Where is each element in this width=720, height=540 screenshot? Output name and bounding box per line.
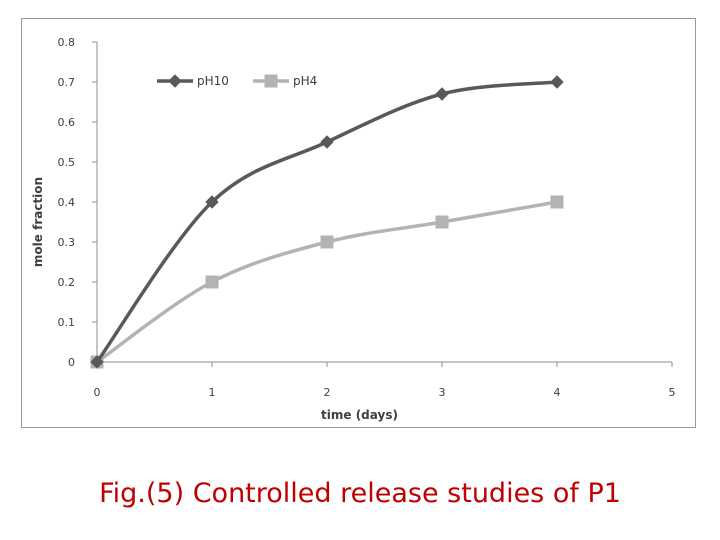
data-point-ph10 — [435, 87, 449, 101]
data-point-ph4 — [435, 215, 449, 229]
legend-label-ph4: pH4 — [293, 74, 317, 88]
y-tick-label: 0.5 — [58, 156, 76, 169]
y-tick-label: 0.2 — [58, 276, 76, 289]
legend-item-ph10: pH10 — [157, 74, 229, 88]
x-tick-label: 5 — [669, 386, 676, 399]
data-point-ph10 — [205, 195, 219, 209]
data-point-ph4 — [320, 235, 334, 249]
series-line-ph10 — [95, 80, 558, 364]
x-tick-label: 0 — [94, 386, 101, 399]
series-line-ph4 — [96, 200, 558, 364]
data-point-ph10 — [90, 355, 104, 369]
chart-svg: 0 0.1 0.2 0.3 0.4 0.5 0.6 0.7 0.8 0 1 2 3 4 5 time (day… — [31, 36, 676, 422]
x-tick-label: 3 — [439, 386, 446, 399]
x-tick-label: 1 — [209, 386, 216, 399]
y-axis-title: mole fraction — [31, 177, 45, 267]
data-point-ph10 — [550, 75, 564, 89]
series-ph10 — [90, 75, 564, 369]
data-point-ph4 — [550, 195, 564, 209]
legend: pH10 pH4 — [157, 74, 317, 88]
legend-item-ph4: pH4 — [253, 74, 317, 88]
x-axis-title: time (days) — [321, 408, 398, 422]
x-tick-label: 2 — [324, 386, 331, 399]
data-point-ph10 — [320, 135, 334, 149]
chart-area: 0 0.1 0.2 0.3 0.4 0.5 0.6 0.7 0.8 0 1 2 3 4 5 time (day… — [21, 18, 696, 428]
y-tick-label: 0 — [68, 356, 75, 369]
y-tick-label: 0.3 — [58, 236, 76, 249]
x-tick-label: 4 — [554, 386, 561, 399]
legend-marker-ph10 — [168, 74, 182, 88]
axes: 0 0.1 0.2 0.3 0.4 0.5 0.6 0.7 0.8 0 1 2 3 4 5 time (day… — [31, 36, 676, 422]
y-tick-label: 0.6 — [58, 116, 76, 129]
data-point-ph4 — [205, 275, 219, 289]
series-layer — [90, 75, 564, 369]
legend-marker-ph4 — [264, 74, 278, 88]
y-tick-label: 0.1 — [58, 316, 76, 329]
y-tick-label: 0.4 — [58, 196, 76, 209]
y-tick-label: 0.8 — [58, 36, 76, 49]
legend-label-ph10: pH10 — [197, 74, 229, 88]
series-ph4 — [90, 195, 564, 369]
figure-caption: Fig.(5) Controlled release studies of P1 — [99, 478, 621, 509]
y-tick-label: 0.7 — [58, 76, 76, 89]
